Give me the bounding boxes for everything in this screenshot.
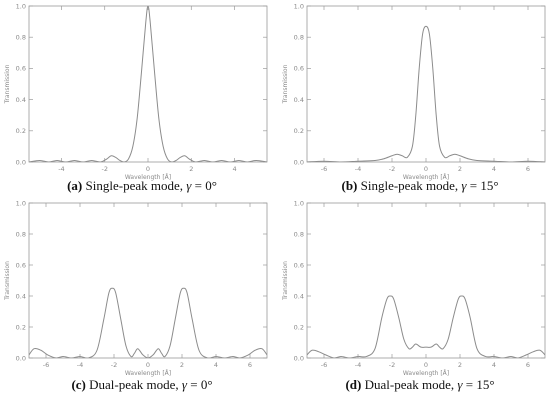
x-tick-label: -4: [58, 165, 64, 173]
caption-part: = 0°: [187, 377, 213, 392]
y-tick-label: 0.2: [16, 127, 26, 135]
panel-caption: (d) Dual-peak mode, γ = 15°: [345, 377, 494, 392]
y-tick-label: 1.0: [294, 2, 304, 10]
x-tick-label: 0: [424, 361, 428, 369]
x-tick-label: 4: [492, 361, 496, 369]
y-tick-label: 0.2: [294, 127, 304, 135]
y-axis-label: Transmission: [4, 261, 11, 301]
caption-part: (a): [67, 178, 82, 193]
chart-panel-d: -6 -4 -2 0 2 4 6 0.0 0.2 0.4 0.6 0.8 1.0 Wavelength […: [282, 199, 546, 392]
x-tick-label: -6: [321, 165, 327, 173]
caption-part: = 15°: [466, 178, 498, 193]
caption-part: (d): [345, 377, 361, 392]
transmission-curve: [29, 287, 267, 358]
x-tick-label: -2: [101, 165, 107, 173]
plot-frame: [28, 202, 268, 359]
panel-caption: (b) Single-peak mode, γ = 15°: [341, 178, 498, 193]
x-axis-label: Wavelength [Å]: [403, 174, 449, 181]
caption-part: Single-peak mode,: [82, 178, 186, 193]
x-tick-label: -2: [111, 361, 117, 369]
transmission-curve: [307, 25, 545, 162]
x-tick-label: -6: [321, 361, 327, 369]
x-tick-label: 4: [232, 165, 236, 173]
transmission-curve: [307, 295, 545, 358]
plot-frame: [28, 5, 268, 163]
y-tick-label: 0.0: [16, 158, 26, 166]
x-tick-label: 0: [146, 361, 150, 369]
y-tick-label: 0.6: [294, 261, 304, 269]
x-tick-label: -4: [355, 165, 361, 173]
chart-panel-b: -6 -4 -2 0 2 4 6 0.0 0.2 0.4 0.6 0.8 1.0 Wavelength […: [282, 2, 546, 193]
x-axis-label: Wavelength [Å]: [403, 370, 449, 377]
x-tick-label: 2: [458, 165, 462, 173]
x-tick-label: -6: [43, 361, 49, 369]
y-tick-label: 1.0: [16, 2, 26, 10]
x-tick-label: 6: [248, 361, 252, 369]
caption-part: (b): [341, 178, 357, 193]
y-tick-label: 0.8: [294, 230, 304, 238]
x-tick-label: 2: [180, 361, 184, 369]
x-tick-label: 4: [492, 165, 496, 173]
x-axis-label: Wavelength [Å]: [125, 174, 171, 181]
y-tick-label: 0.2: [294, 323, 304, 331]
caption-part: γ: [182, 377, 188, 392]
y-tick-label: 0.2: [16, 323, 26, 331]
caption-part: Single-peak mode,: [357, 178, 461, 193]
y-tick-label: 0.4: [16, 292, 26, 300]
y-tick-label: 0.0: [16, 354, 26, 362]
y-tick-label: 0.4: [16, 96, 26, 104]
caption-part: γ: [457, 377, 463, 392]
x-tick-label: -2: [389, 165, 395, 173]
y-tick-label: 0.0: [294, 354, 304, 362]
caption-part: Dual-peak mode,: [86, 377, 182, 392]
x-tick-label: -2: [389, 361, 395, 369]
y-tick-label: 0.4: [294, 96, 304, 104]
y-tick-label: 0.8: [16, 230, 26, 238]
caption-part: (c): [71, 377, 85, 392]
caption-part: γ: [186, 178, 192, 193]
x-tick-label: 0: [146, 165, 150, 173]
x-tick-label: 6: [526, 361, 530, 369]
caption-part: = 15°: [463, 377, 495, 392]
x-tick-label: 2: [189, 165, 193, 173]
y-tick-label: 0.6: [16, 261, 26, 269]
y-axis-label: Transmission: [282, 64, 289, 104]
y-tick-label: 0.8: [16, 34, 26, 42]
y-tick-label: 1.0: [294, 199, 304, 207]
x-tick-label: 0: [424, 165, 428, 173]
panel-caption: (c) Dual-peak mode, γ = 0°: [71, 377, 212, 392]
y-tick-label: 0.6: [294, 65, 304, 73]
x-tick-label: 4: [214, 361, 218, 369]
caption-part: Dual-peak mode,: [361, 377, 457, 392]
y-tick-label: 0.4: [294, 292, 304, 300]
y-tick-label: 0.8: [294, 34, 304, 42]
caption-part: = 0°: [191, 178, 217, 193]
x-tick-label: -4: [77, 361, 83, 369]
transmission-curve: [29, 6, 267, 162]
x-axis-label: Wavelength [Å]: [125, 370, 171, 377]
chart-panel-c: -6 -4 -2 0 2 4 6 0.0 0.2 0.4 0.6 0.8 1.0 Wavelength […: [4, 199, 268, 392]
y-tick-label: 0.0: [294, 158, 304, 166]
x-tick-label: -4: [355, 361, 361, 369]
y-axis-label: Transmission: [282, 261, 289, 301]
y-tick-label: 0.6: [16, 65, 26, 73]
chart-panel-a: -4 -2 0 2 4 0.0 0.2 0.4 0.6 0.8 1.0 Wavelength [Å] T…: [4, 2, 268, 193]
x-tick-label: 2: [458, 361, 462, 369]
x-tick-label: 6: [526, 165, 530, 173]
y-tick-label: 1.0: [16, 199, 26, 207]
y-axis-label: Transmission: [4, 64, 11, 104]
plot-frame: [306, 202, 546, 359]
caption-part: γ: [461, 178, 467, 193]
plot-frame: [306, 5, 546, 163]
panel-caption: (a) Single-peak mode, γ = 0°: [67, 178, 217, 193]
